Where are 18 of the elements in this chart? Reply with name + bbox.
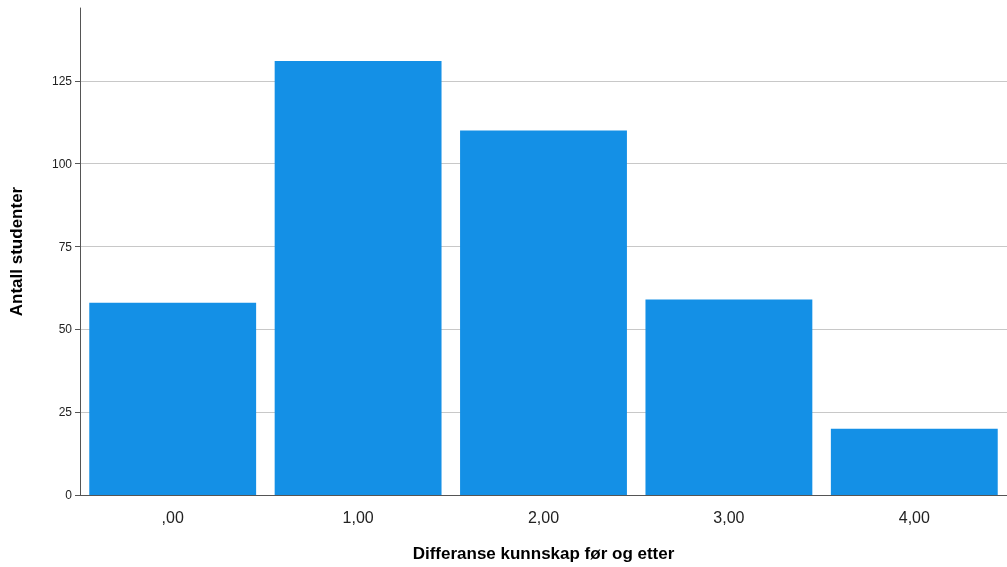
x-tick-label: 1,00 bbox=[342, 508, 374, 526]
y-tick-label: 25 bbox=[58, 405, 73, 420]
x-tick-label: 3,00 bbox=[713, 508, 745, 526]
x-axis-title: Differanse kunnskap før og etter bbox=[412, 544, 675, 563]
bar bbox=[89, 302, 257, 495]
x-tick-label: ,00 bbox=[161, 508, 184, 526]
y-tick-label: 125 bbox=[51, 73, 73, 88]
y-tick-label: 0 bbox=[65, 488, 73, 502]
bar bbox=[830, 428, 998, 495]
y-tick-label: 100 bbox=[51, 156, 73, 171]
y-axis-title: Antall studenter bbox=[7, 186, 26, 317]
bar bbox=[274, 61, 442, 495]
y-tick-label: 50 bbox=[58, 322, 73, 337]
y-tick-label: 75 bbox=[58, 239, 73, 254]
x-tick-label: 2,00 bbox=[527, 508, 560, 526]
bar bbox=[460, 130, 627, 495]
x-tick-label: 4,00 bbox=[898, 508, 930, 526]
bar bbox=[645, 299, 813, 495]
